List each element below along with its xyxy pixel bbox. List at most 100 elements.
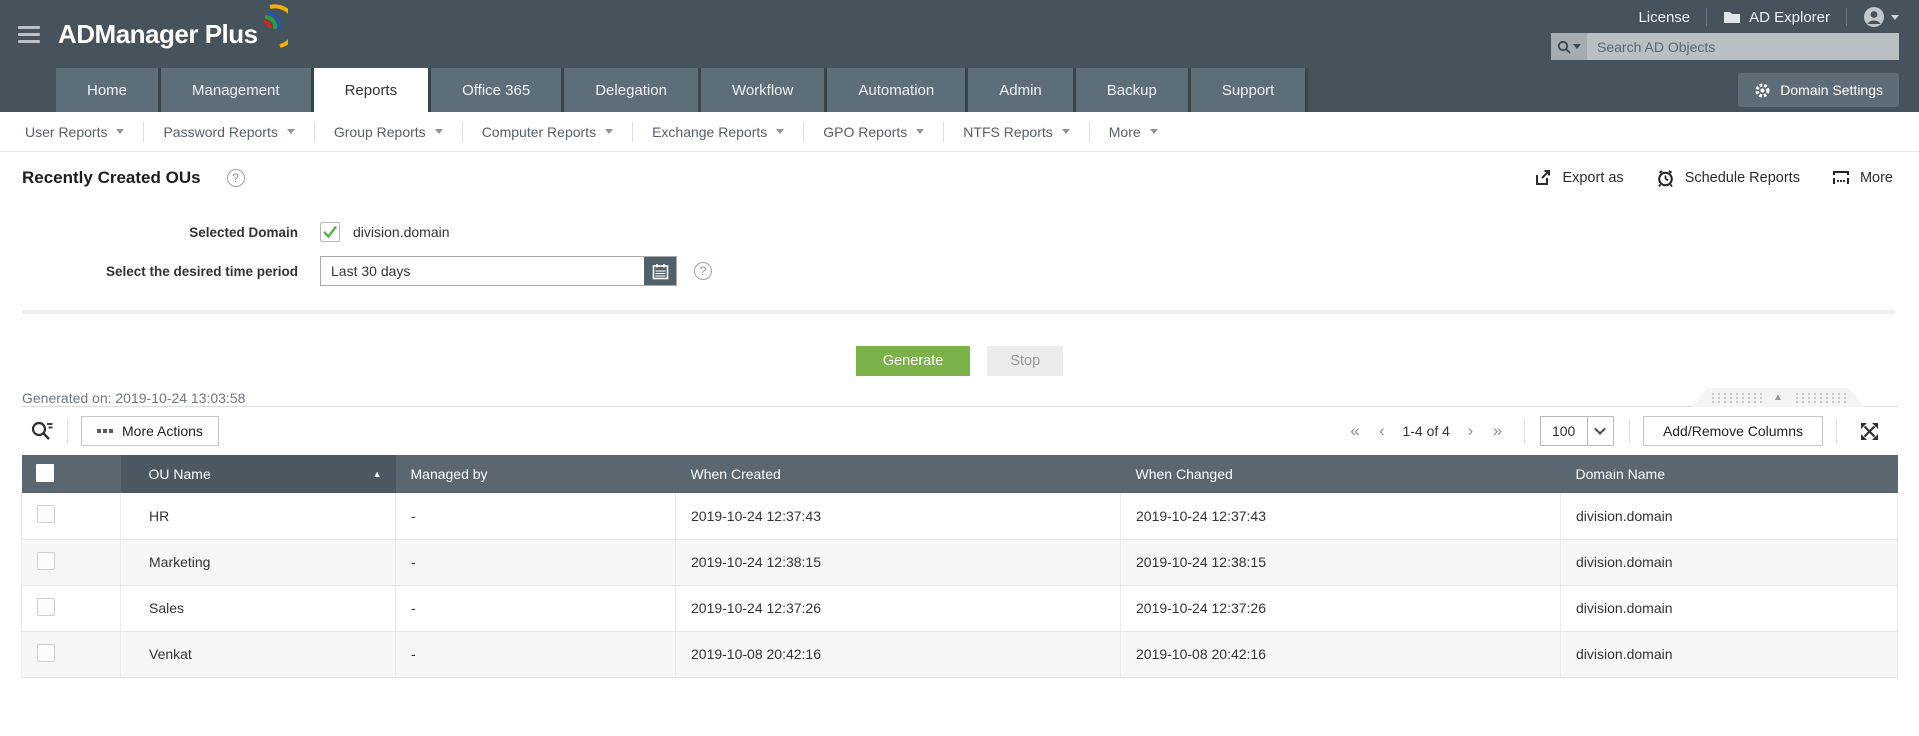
chevron-down-icon — [116, 129, 125, 134]
tab-support[interactable]: Support — [1190, 68, 1309, 112]
user-menu[interactable] — [1863, 6, 1899, 28]
logo-swoosh-icon — [263, 4, 288, 48]
tab-management[interactable]: Management — [161, 68, 314, 112]
table-row[interactable]: Marketing - 2019-10-24 12:38:15 2019-10-… — [21, 539, 1898, 586]
subnav-user-reports[interactable]: User Reports — [6, 121, 145, 142]
app-logo-text: ADManager Plus — [58, 18, 258, 49]
license-link[interactable]: License — [1638, 8, 1691, 26]
prev-page-button[interactable]: ‹ — [1379, 421, 1385, 440]
selected-domain-value: division.domain — [353, 224, 450, 240]
more-button[interactable]: More — [1832, 170, 1893, 186]
subnav-group-reports[interactable]: Group Reports — [315, 121, 463, 142]
divider — [1628, 419, 1630, 443]
stop-button[interactable]: Stop — [987, 346, 1064, 376]
last-page-button[interactable]: » — [1492, 421, 1503, 440]
page-size-select[interactable]: 100 — [1539, 416, 1614, 446]
column-header-domain-name[interactable]: Domain Name — [1560, 455, 1898, 493]
ad-search-box — [1551, 33, 1899, 60]
chevron-down-icon — [1061, 129, 1070, 134]
help-icon[interactable]: ? — [226, 169, 245, 187]
column-header-when-changed[interactable]: When Changed — [1120, 455, 1561, 493]
table-row[interactable]: Venkat - 2019-10-08 20:42:16 2019-10-08 … — [21, 631, 1898, 678]
page-size-value: 100 — [1551, 423, 1576, 439]
time-period-field[interactable]: Last 30 days — [320, 256, 677, 286]
table-row[interactable]: Sales - 2019-10-24 12:37:26 2019-10-24 1… — [21, 585, 1898, 632]
collapse-panel-handle[interactable]: ▲ — [1692, 388, 1864, 407]
page-title: Recently Created OUs — [22, 168, 201, 187]
domain-settings-button[interactable]: Domain Settings — [1738, 73, 1899, 107]
help-icon[interactable]: ? — [694, 262, 712, 280]
subnav-gpo-reports[interactable]: GPO Reports — [804, 121, 945, 142]
row-checkbox[interactable] — [37, 505, 55, 524]
chevron-down-icon — [1586, 417, 1613, 445]
page-header: Recently Created OUs ? Export as Schedul… — [0, 152, 1919, 202]
fullscreen-expand-icon[interactable] — [1860, 422, 1879, 441]
chevron-down-icon — [605, 129, 614, 134]
tab-automation[interactable]: Automation — [827, 68, 969, 112]
calendar-icon — [652, 263, 668, 279]
row-checkbox[interactable] — [37, 597, 55, 616]
search-icon — [1557, 40, 1571, 54]
main-tabbar: Home Management Reports Office 365 Deleg… — [0, 68, 1919, 112]
tab-home[interactable]: Home — [56, 68, 162, 112]
check-icon — [323, 225, 337, 239]
chevron-down-icon — [434, 129, 443, 134]
tab-reports[interactable]: Reports — [313, 68, 432, 112]
divider — [1846, 8, 1847, 26]
alarm-clock-icon — [1657, 169, 1673, 187]
tab-backup[interactable]: Backup — [1075, 68, 1191, 112]
subnav-ntfs-reports[interactable]: NTFS Reports — [944, 121, 1090, 142]
domain-checkbox[interactable] — [320, 222, 340, 242]
subnav-password-reports[interactable]: Password Reports — [144, 121, 315, 142]
grid-search-icon[interactable] — [30, 420, 54, 442]
calendar-button[interactable] — [644, 257, 676, 285]
divider — [1523, 419, 1525, 443]
tab-admin[interactable]: Admin — [968, 68, 1076, 112]
grid-toolbar: More Actions « ‹ 1-4 of 4 › » 100 Add/Re… — [21, 407, 1898, 455]
more-panel-icon — [1832, 171, 1849, 184]
table-header-row: OU Name ▲ Managed by When Created When C… — [21, 455, 1898, 493]
select-all-checkbox[interactable] — [35, 463, 54, 482]
column-header-managed-by[interactable]: Managed by — [395, 455, 676, 493]
add-remove-columns-button[interactable]: Add/Remove Columns — [1642, 416, 1823, 446]
table-row[interactable]: HR - 2019-10-24 12:37:43 2019-10-24 12:3… — [21, 493, 1898, 540]
row-checkbox[interactable] — [37, 551, 55, 570]
search-scope-dropdown[interactable] — [1551, 33, 1587, 60]
schedule-reports-button[interactable]: Schedule Reports — [1656, 169, 1800, 188]
chevron-down-icon — [1149, 129, 1158, 134]
search-input[interactable] — [1587, 33, 1899, 60]
generate-button[interactable]: Generate — [855, 346, 971, 376]
column-header-when-created[interactable]: When Created — [675, 455, 1121, 493]
app-logo: ADManager Plus — [58, 4, 288, 50]
chevron-down-icon — [286, 129, 295, 134]
tab-delegation[interactable]: Delegation — [564, 68, 701, 112]
subnav-computer-reports[interactable]: Computer Reports — [463, 121, 634, 142]
subnav-more[interactable]: More — [1090, 122, 1177, 142]
subnav-exchange-reports[interactable]: Exchange Reports — [633, 121, 805, 142]
chevron-down-icon — [776, 129, 785, 134]
first-page-button[interactable]: « — [1350, 421, 1360, 440]
time-period-value: Last 30 days — [331, 263, 411, 279]
ad-explorer-link[interactable]: AD Explorer — [1723, 9, 1830, 26]
next-page-button[interactable]: › — [1467, 421, 1474, 440]
tab-workflow[interactable]: Workflow — [700, 68, 828, 112]
topbar: ADManager Plus License AD Explorer — [0, 0, 1919, 68]
gear-icon — [1755, 82, 1770, 98]
divider — [67, 419, 68, 443]
page-info: 1-4 of 4 — [1402, 423, 1450, 439]
more-actions-button[interactable]: More Actions — [81, 416, 219, 446]
tab-office-365[interactable]: Office 365 — [431, 68, 565, 112]
ellipsis-icon — [97, 429, 113, 433]
sort-asc-icon: ▲ — [372, 469, 382, 479]
selected-domain-label: Selected Domain — [189, 224, 298, 240]
reports-subnav: User Reports Password Reports Group Repo… — [0, 112, 1919, 152]
user-avatar-icon — [1864, 7, 1884, 27]
time-period-label: Select the desired time period — [105, 263, 298, 279]
hamburger-menu-icon[interactable] — [18, 25, 40, 43]
column-header-ou-name[interactable]: OU Name ▲ — [120, 455, 396, 493]
report-grid: More Actions « ‹ 1-4 of 4 › » 100 Add/Re… — [21, 406, 1898, 678]
row-checkbox[interactable] — [37, 643, 55, 662]
chevron-down-icon — [916, 129, 925, 134]
export-as-button[interactable]: Export as — [1534, 169, 1624, 187]
section-divider — [22, 310, 1895, 314]
